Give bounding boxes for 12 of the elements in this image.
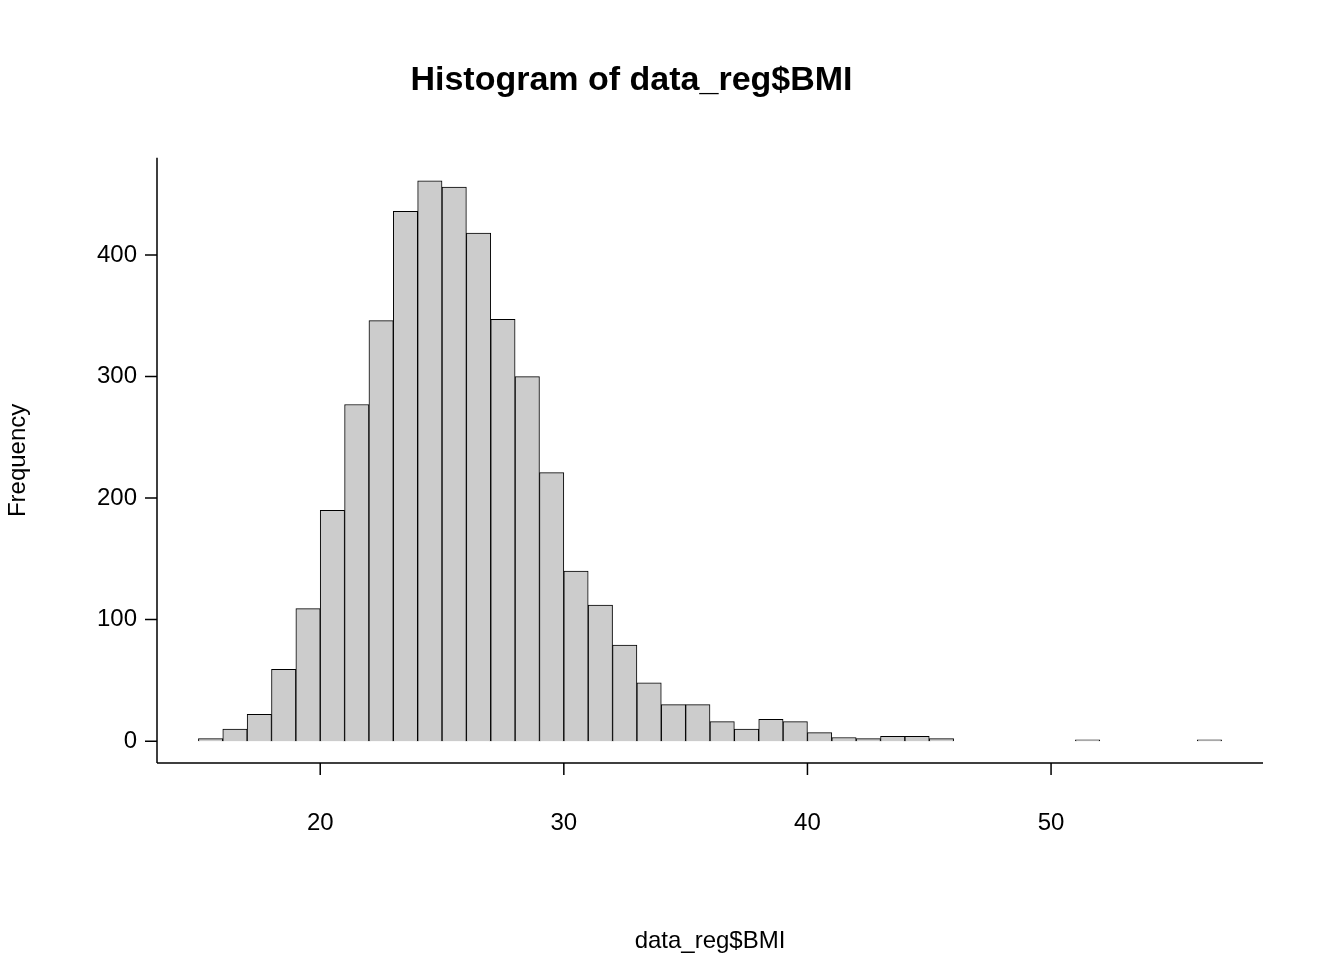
y-tick-label: 100 xyxy=(96,604,137,632)
x-tick-label: 20 xyxy=(306,808,334,836)
y-tick-label: 200 xyxy=(96,482,137,510)
x-tick-label: 50 xyxy=(1037,808,1065,836)
y-tick-label: 0 xyxy=(123,725,137,753)
y-axis-title: Frequency xyxy=(3,403,31,518)
y-tick-label: 300 xyxy=(96,361,137,389)
y-tick-label: 400 xyxy=(96,239,137,267)
x-tick-label: 40 xyxy=(794,808,821,836)
x-axis-title: data_reg$BMI xyxy=(634,926,786,954)
chart-title: Histogram of data_reg$BMI xyxy=(410,58,853,97)
x-tick-label: 30 xyxy=(550,808,578,836)
